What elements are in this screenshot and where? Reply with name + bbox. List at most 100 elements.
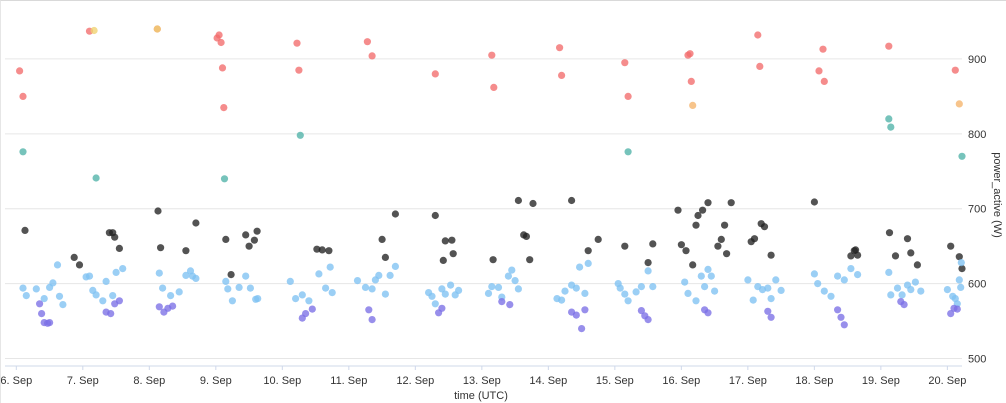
data-point-purple: [438, 304, 446, 312]
data-point-black: [699, 206, 707, 214]
data-point-lightblue: [697, 272, 705, 280]
data-point-lightblue: [514, 285, 523, 293]
data-point-teal: [296, 131, 304, 139]
data-point-black: [955, 253, 963, 261]
data-point-lightblue: [957, 259, 965, 267]
data-point-red: [295, 66, 303, 74]
y-tick-label: 900: [968, 54, 986, 66]
data-point-yellow: [90, 26, 98, 35]
data-point-lightblue: [286, 277, 294, 285]
data-point-black: [885, 229, 894, 237]
data-point-black: [111, 233, 119, 241]
y-tick-label: 600: [968, 279, 986, 291]
data-point-lightblue: [375, 271, 383, 279]
data-point-lightblue: [441, 290, 449, 298]
data-point-black: [227, 271, 235, 279]
data-point-lightblue: [246, 284, 254, 292]
data-point-black: [694, 211, 702, 220]
data-point-lightblue: [772, 276, 780, 284]
data-point-lightblue: [847, 265, 855, 273]
data-point-lightblue: [428, 292, 436, 300]
data-point-red: [754, 31, 762, 39]
data-point-lightblue: [692, 297, 700, 305]
data-point-lightblue: [298, 291, 306, 299]
data-point-black: [21, 226, 29, 234]
data-point-lightblue: [112, 268, 120, 276]
data-point-purple: [498, 298, 506, 306]
data-point-black: [903, 235, 912, 243]
data-point-lightblue: [155, 269, 163, 277]
data-point-black: [391, 210, 399, 218]
data-point-black: [313, 245, 321, 253]
data-point-teal: [887, 123, 895, 131]
data-point-lightblue: [649, 283, 657, 291]
data-point-lightblue: [488, 283, 496, 291]
data-point-lightblue: [455, 286, 463, 294]
data-point-lightblue: [182, 271, 190, 279]
data-point-red: [431, 70, 439, 78]
data-point-lightblue: [386, 271, 394, 279]
data-point-red: [220, 104, 228, 112]
data-point-purple: [506, 301, 514, 309]
grid-lines: [5, 58, 962, 360]
data-point-lightblue: [840, 276, 848, 284]
data-point-black: [750, 235, 759, 243]
data-point-lightblue: [704, 265, 712, 273]
data-point-lightblue: [99, 297, 107, 305]
data-point-purple: [107, 310, 115, 318]
data-point-red: [624, 92, 632, 100]
data-point-lightblue: [584, 259, 592, 267]
data-point-lightblue: [353, 277, 362, 285]
data-point-purple: [308, 305, 316, 313]
data-point-black: [448, 236, 456, 244]
x-tick-label: 7. Sep: [67, 375, 99, 387]
data-point-lightblue: [109, 292, 117, 300]
data-point-lightblue: [22, 292, 30, 300]
data-point-yellow: [153, 25, 161, 33]
data-point-black: [157, 244, 165, 252]
data-point-lightblue: [681, 278, 689, 286]
data-point-teal: [958, 152, 966, 160]
data-point-black: [222, 235, 230, 243]
data-point-lightblue: [55, 292, 64, 300]
data-point-lightblue: [49, 279, 57, 287]
data-point-black: [431, 211, 439, 220]
data-point-black: [689, 261, 697, 269]
data-point-lightblue: [955, 276, 963, 284]
x-axis-title: time (UTC): [454, 390, 508, 402]
data-point-lightblue: [624, 297, 632, 305]
data-point-purple: [637, 307, 646, 315]
data-point-purple: [704, 309, 712, 317]
data-point-purple: [365, 306, 373, 314]
data-point-lightblue: [558, 296, 566, 304]
data-point-lightblue: [328, 289, 336, 297]
data-point-lightblue: [777, 286, 785, 294]
data-point-teal: [885, 115, 893, 123]
data-point-purple: [115, 297, 123, 305]
data-point-lightblue: [508, 266, 516, 274]
data-point-black: [594, 235, 602, 243]
data-point-red: [488, 51, 496, 59]
data-point-red: [490, 83, 498, 91]
data-point-lightblue: [92, 291, 100, 299]
data-point-purple: [834, 306, 842, 314]
data-point-lightblue: [19, 284, 27, 292]
data-point-black: [568, 196, 576, 205]
y-tick-label: 800: [968, 129, 986, 141]
data-point-red: [815, 67, 823, 75]
data-point-lightblue: [917, 287, 925, 295]
data-point-black: [677, 241, 686, 249]
data-point-black: [318, 246, 326, 254]
data-point-lightblue: [893, 284, 902, 292]
data-point-black: [325, 247, 333, 255]
data-point-red: [368, 52, 376, 60]
data-point-lightblue: [621, 290, 629, 298]
data-point-black: [723, 250, 731, 258]
data-point-red: [951, 66, 959, 74]
data-point-lightblue: [820, 287, 828, 295]
data-point-lightblue: [749, 296, 757, 304]
data-point-lightblue: [561, 287, 569, 295]
data-point-red: [820, 77, 828, 85]
data-point-black: [913, 261, 922, 269]
